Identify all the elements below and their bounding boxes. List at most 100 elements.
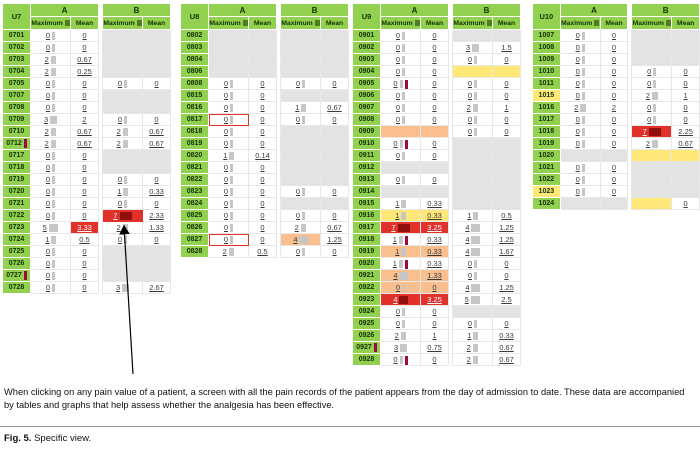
pain-value-cell[interactable]: 0: [142, 233, 171, 246]
pain-value-cell[interactable]: 7: [380, 221, 421, 234]
pain-value-cell[interactable]: 0: [380, 77, 421, 90]
pain-value-cell[interactable]: 0: [420, 113, 449, 126]
pain-value-cell[interactable]: 0: [30, 173, 71, 186]
pain-value-cell[interactable]: 0: [142, 197, 171, 210]
pain-value-cell[interactable]: 3: [452, 41, 493, 54]
pain-value-cell[interactable]: 0: [559, 185, 601, 198]
pain-value-cell[interactable]: 0: [559, 89, 601, 102]
pain-value-cell[interactable]: 0: [559, 53, 601, 66]
pain-value-cell[interactable]: 0: [380, 281, 421, 294]
pain-value-cell[interactable]: 0: [420, 137, 449, 150]
pain-value-cell[interactable]: 0: [599, 125, 629, 138]
pain-value-cell[interactable]: 0.33: [492, 329, 521, 342]
pain-value-cell[interactable]: 0: [599, 113, 629, 126]
pain-value-cell[interactable]: 0: [420, 89, 449, 102]
pain-value-cell[interactable]: 0: [420, 77, 449, 90]
pain-value-cell[interactable]: 1.67: [492, 245, 521, 258]
pain-value-cell[interactable]: 0: [631, 65, 673, 78]
pain-value-cell[interactable]: 1.33: [142, 221, 171, 234]
pain-value-cell[interactable]: 7: [102, 209, 143, 222]
pain-value-cell[interactable]: 0: [280, 185, 321, 198]
pain-value-cell[interactable]: 0: [208, 101, 249, 114]
pain-value-cell[interactable]: 0.67: [142, 125, 171, 138]
pain-value-cell[interactable]: 4: [452, 281, 493, 294]
pain-value-cell[interactable]: 0: [70, 173, 99, 186]
pain-value-cell[interactable]: 0: [452, 77, 493, 90]
pain-value-cell[interactable]: 0: [70, 161, 99, 174]
pain-value-cell[interactable]: 0.67: [70, 125, 99, 138]
pain-value-cell[interactable]: 0: [70, 89, 99, 102]
pain-value-cell[interactable]: 0: [492, 125, 521, 138]
pain-value-cell[interactable]: 0: [30, 197, 71, 210]
pain-value-cell[interactable]: 2: [30, 53, 71, 66]
pain-value-cell[interactable]: 0.14: [248, 149, 277, 162]
pain-value-cell[interactable]: 1: [671, 89, 700, 102]
pain-value-cell[interactable]: 0: [30, 41, 71, 54]
pain-value-cell[interactable]: 0: [380, 101, 421, 114]
pain-value-cell[interactable]: 0: [30, 185, 71, 198]
pain-value-cell[interactable]: 0: [492, 257, 521, 270]
pain-value-cell[interactable]: 0: [30, 257, 71, 270]
pain-value-cell[interactable]: 0: [320, 77, 349, 90]
pain-value-cell[interactable]: 2: [559, 101, 601, 114]
pain-value-cell[interactable]: 0: [208, 125, 249, 138]
pain-value-cell[interactable]: 0.67: [70, 137, 99, 150]
pain-value-cell[interactable]: 0.33: [142, 185, 171, 198]
pain-value-cell[interactable]: 0: [320, 245, 349, 258]
pain-value-cell[interactable]: 0: [380, 41, 421, 54]
pain-value-cell[interactable]: 0: [208, 221, 249, 234]
pain-value-cell[interactable]: 2.5: [492, 293, 521, 306]
pain-value-cell[interactable]: 1.25: [320, 233, 349, 246]
pain-value-cell[interactable]: 0: [248, 161, 277, 174]
pain-value-cell[interactable]: 0: [631, 113, 673, 126]
pain-value-cell[interactable]: 0: [599, 65, 629, 78]
pain-value-cell[interactable]: 0: [30, 29, 71, 42]
pain-value-cell[interactable]: 0: [559, 65, 601, 78]
pain-value-cell[interactable]: 1: [380, 209, 421, 222]
pain-value-cell[interactable]: 2: [102, 221, 143, 234]
pain-value-cell[interactable]: 1.25: [492, 233, 521, 246]
pain-value-cell[interactable]: 0: [102, 233, 143, 246]
pain-value-cell[interactable]: 0: [420, 305, 449, 318]
pain-value-cell[interactable]: 0: [142, 77, 171, 90]
pain-value-cell[interactable]: 1: [420, 329, 449, 342]
pain-value-cell[interactable]: 0: [248, 197, 277, 210]
pain-value-cell[interactable]: 3.25: [420, 221, 449, 234]
pain-value-cell[interactable]: 0: [102, 113, 143, 126]
pain-value-cell[interactable]: 0: [492, 113, 521, 126]
pain-value-cell[interactable]: 0.5: [492, 209, 521, 222]
pain-value-cell[interactable]: 0: [492, 77, 521, 90]
pain-value-cell[interactable]: 0: [559, 137, 601, 150]
pain-value-cell[interactable]: 0: [248, 89, 277, 102]
pain-value-cell[interactable]: 0: [559, 125, 601, 138]
pain-value-cell[interactable]: 0: [380, 317, 421, 330]
pain-value-cell[interactable]: 0: [320, 185, 349, 198]
pain-value-cell[interactable]: 0.33: [420, 209, 449, 222]
pain-value-cell[interactable]: 0: [380, 137, 421, 150]
pain-value-cell[interactable]: 0: [671, 197, 700, 210]
pain-value-cell[interactable]: 0: [142, 113, 171, 126]
pain-value-cell[interactable]: 0: [102, 173, 143, 186]
pain-value-cell[interactable]: 0.5: [248, 245, 277, 258]
pain-value-cell[interactable]: 0: [559, 113, 601, 126]
pain-value-cell[interactable]: 0.33: [420, 197, 449, 210]
pain-value-cell[interactable]: 0.67: [142, 137, 171, 150]
pain-value-cell[interactable]: 1.5: [492, 41, 521, 54]
pain-value-cell[interactable]: 0: [452, 89, 493, 102]
pain-value-cell[interactable]: 0: [208, 137, 249, 150]
pain-value-cell[interactable]: 4: [452, 245, 493, 258]
pain-value-cell[interactable]: 0: [671, 101, 700, 114]
pain-value-cell[interactable]: 0.67: [320, 101, 349, 114]
pain-value-cell[interactable]: 0: [599, 29, 629, 42]
pain-value-cell[interactable]: 0: [420, 149, 449, 162]
pain-value-cell[interactable]: 2: [452, 353, 493, 366]
pain-value-cell[interactable]: 0: [599, 185, 629, 198]
pain-value-cell[interactable]: 0: [70, 281, 99, 294]
pain-value-cell[interactable]: 0: [70, 29, 99, 42]
pain-value-cell[interactable]: 1: [380, 233, 421, 246]
pain-value-cell[interactable]: 0: [599, 137, 629, 150]
pain-value-cell[interactable]: 3: [102, 281, 143, 294]
pain-value-cell[interactable]: 0: [492, 269, 521, 282]
pain-value-cell[interactable]: 0: [420, 29, 449, 42]
pain-value-cell[interactable]: 0: [30, 89, 71, 102]
